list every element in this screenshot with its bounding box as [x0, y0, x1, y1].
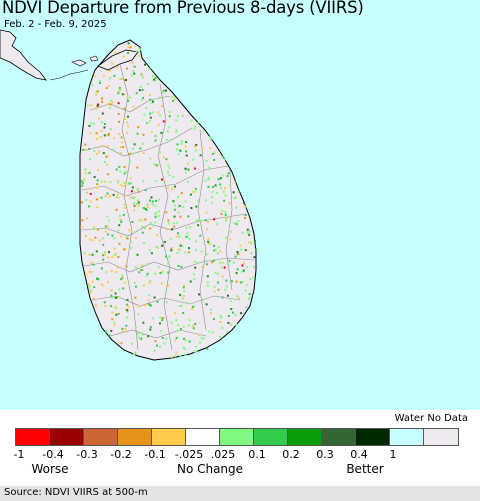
legend-tick-label: 0.2 [282, 448, 300, 461]
legend-swatch-10 [356, 429, 390, 445]
water-no-data-label: Water No Data [394, 413, 468, 424]
legend-swatch-5 [186, 429, 220, 445]
legend-swatch-0 [16, 429, 50, 445]
legend-swatch-4 [152, 429, 186, 445]
legend-tick-label: -0.1 [144, 448, 166, 461]
legend-tick-label: -0.2 [110, 448, 132, 461]
legend-tick-label: .025 [210, 448, 236, 461]
legend-tick-label: 0.3 [316, 448, 334, 461]
legend-category-no-change: No Change [176, 462, 244, 476]
legend-tick-label: 0.1 [248, 448, 266, 461]
legend-swatch-8 [288, 429, 322, 445]
legend-tick-label: -.025 [174, 448, 204, 461]
ndvi-pixels [80, 42, 258, 359]
legend-category-worse: Worse [31, 462, 69, 476]
date-range: Feb. 2 - Feb. 9, 2025 [4, 19, 107, 30]
adams-bridge [49, 69, 89, 81]
jaffna-peninsula [97, 49, 139, 71]
legend-tick-label: 1 [389, 448, 397, 461]
legend-swatch-11 [390, 429, 424, 445]
source-bar: Source: NDVI VIIRS at 500-m [0, 486, 480, 501]
legend-swatch-1 [50, 429, 84, 445]
jaffna-islands [71, 55, 99, 67]
india-landmass [0, 29, 47, 81]
legend-swatch-2 [84, 429, 118, 445]
legend-tick-label: -0.3 [76, 448, 98, 461]
map-area: NDVI Departure from Previous 8-days (VII… [0, 0, 480, 410]
legend-category-better: Better [346, 462, 384, 476]
legend: Water No Data -1 -0.4 -0.3 -0.2 -0.1 -.025 .02… [0, 410, 480, 486]
legend-swatch-9 [322, 429, 356, 445]
legend-swatch-7 [254, 429, 288, 445]
legend-swatch-3 [118, 429, 152, 445]
legend-swatch-12 [424, 429, 458, 445]
sri-lanka-map [0, 29, 258, 361]
map-title: NDVI Departure from Previous 8-days (VII… [2, 0, 364, 17]
legend-tick-label: 0.4 [350, 448, 368, 461]
legend-tick-label: -0.4 [42, 448, 64, 461]
source-text: Source: NDVI VIIRS at 500-m [4, 487, 148, 498]
legend-swatch-6 [220, 429, 254, 445]
legend-swatches [15, 428, 459, 446]
legend-tick-label: -1 [13, 448, 25, 461]
